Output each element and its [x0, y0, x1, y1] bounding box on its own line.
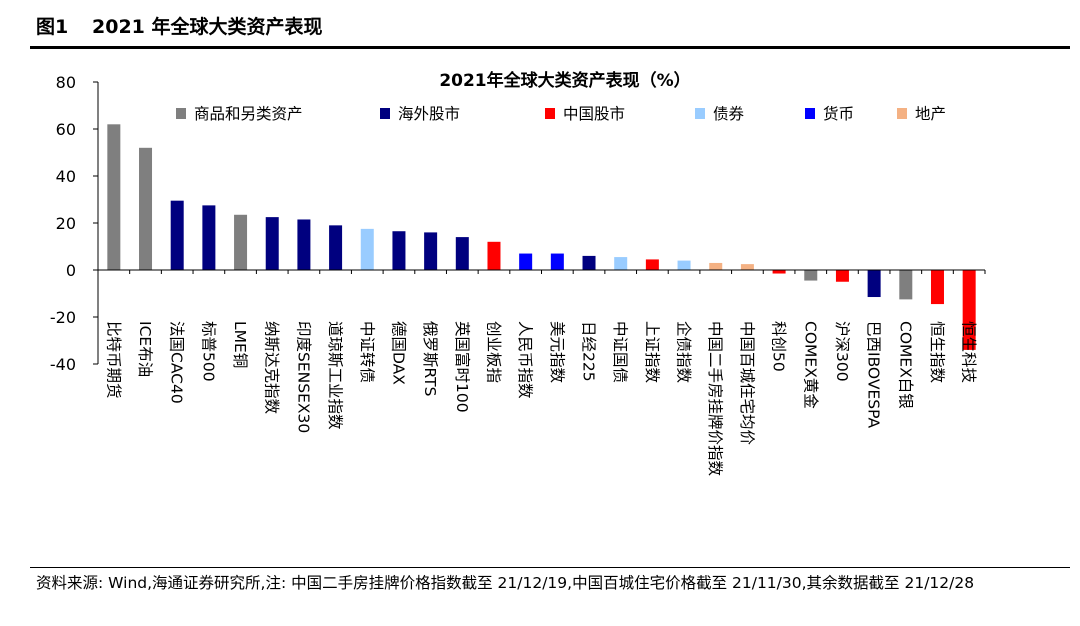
bar-22	[804, 270, 818, 281]
x-tick-label: 中国百城住宅均价	[738, 321, 756, 446]
figure-heading: 图1 2021 年全球大类资产表现	[0, 8, 1080, 46]
x-tick-label: ICE布油	[136, 321, 154, 377]
x-tick-label: 科创50	[770, 321, 788, 372]
x-axis	[97, 269, 986, 274]
x-tick-label: 道琼斯工业指数	[326, 321, 344, 430]
bar-26	[930, 270, 944, 305]
bar-24	[867, 270, 881, 298]
bar-6	[297, 219, 311, 270]
x-tick-label: 法国CAC40	[168, 321, 186, 404]
legend-label: 商品和另类资产	[194, 105, 303, 123]
bar-14	[550, 253, 564, 270]
figure-label: 图1	[36, 16, 69, 38]
x-tick-label: 中证国债	[611, 321, 629, 383]
x-tick-label: COMEX白银	[896, 321, 914, 409]
y-tick-label: 60	[56, 120, 76, 139]
y-tick-label: 40	[56, 167, 76, 186]
legend-label: 地产	[915, 105, 946, 123]
bar-8	[360, 228, 374, 270]
x-tick-label: 企债指数	[675, 321, 693, 384]
bar-25	[899, 270, 913, 300]
x-tick-label: 中国二手房挂牌价指数	[706, 321, 724, 477]
x-tick-label: 沪深300	[833, 321, 851, 382]
bar-1	[139, 147, 153, 270]
bar-3	[202, 205, 216, 270]
bar-4	[234, 214, 248, 270]
x-tick-label: 纳斯达克指数	[263, 321, 281, 415]
footer-divider	[30, 567, 1070, 568]
heading-divider	[30, 46, 1070, 49]
source-note: 资料来源: Wind,海通证券研究所,注: 中国二手房挂牌价格指数截至 21/1…	[36, 574, 975, 592]
y-tick-label: 0	[66, 261, 76, 280]
bar-12	[487, 241, 501, 270]
x-tick-label: 中证转债	[358, 321, 376, 383]
bar-chart: 2021年全球大类资产表现（%） 商品和另类资产 海外股市 中国股市 债券 货币 地产 -…	[50, 70, 986, 477]
legend-label: 中国股市	[563, 105, 625, 123]
x-tick-label: 恒生指数	[928, 321, 946, 384]
y-tick-label: -40	[50, 355, 76, 374]
x-axis-labels: 比特币期货 ICE布油 法国CAC40 标普500 LME铜 纳斯达克指数 印度SENSEX…	[104, 321, 977, 477]
bar-5	[265, 217, 279, 270]
x-tick-label: 德国DAX	[389, 321, 407, 385]
x-tick-label: 上证指数	[643, 321, 661, 384]
x-tick-label: LME铜	[231, 321, 249, 368]
bar-11	[455, 237, 469, 270]
y-tick-label: 20	[56, 214, 76, 233]
bar-9	[392, 231, 406, 270]
bar-15	[582, 255, 596, 270]
legend-label: 海外股市	[398, 105, 460, 123]
y-axis: -40 -20 0 20 40 60 80	[50, 73, 99, 374]
x-tick-label: 创业板指	[484, 321, 502, 383]
x-tick-label: 比特币期货	[104, 321, 122, 399]
bar-18	[677, 260, 691, 270]
chart-legend: 商品和另类资产 海外股市 中国股市 债券 货币 地产	[176, 105, 946, 123]
legend-label: 债券	[713, 105, 745, 123]
bar-2	[170, 200, 184, 270]
bar-19	[709, 262, 723, 270]
figure-title: 2021 年全球大类资产表现	[92, 16, 323, 38]
legend-swatch	[805, 108, 815, 119]
x-tick-label: COMEX黄金	[801, 321, 819, 409]
x-tick-label: 巴西IBOVESPA	[865, 321, 883, 428]
x-tick-label: 人民币指数	[516, 321, 534, 399]
bars-group	[107, 124, 976, 350]
x-tick-label: 标普500	[199, 321, 217, 382]
bar-23	[835, 270, 849, 282]
x-tick-label: 日经225	[580, 321, 598, 382]
bar-13	[519, 253, 533, 270]
legend-swatch	[545, 108, 555, 119]
bar-17	[645, 259, 659, 270]
legend-label: 货币	[823, 105, 854, 123]
x-tick-label: 俄罗斯RTS	[421, 321, 439, 396]
x-tick-label: 恒生科技	[960, 321, 978, 383]
chart-title: 2021年全球大类资产表现（%）	[439, 70, 690, 91]
x-tick-label: 美元指数	[548, 321, 566, 384]
legend-swatch	[176, 108, 186, 119]
bar-0	[107, 124, 121, 270]
legend-swatch	[897, 108, 907, 119]
bar-10	[424, 232, 438, 270]
bar-21	[772, 270, 786, 274]
bar-20	[740, 264, 754, 270]
y-tick-label: 80	[56, 73, 76, 92]
y-tick-label: -20	[50, 308, 76, 327]
legend-swatch	[380, 108, 390, 119]
bar-27	[962, 270, 976, 350]
bar-16	[614, 257, 628, 270]
legend-swatch	[695, 108, 705, 119]
bar-7	[329, 225, 343, 270]
x-tick-label: 印度SENSEX30	[294, 321, 312, 433]
x-tick-label: 英国富时100	[453, 321, 471, 413]
